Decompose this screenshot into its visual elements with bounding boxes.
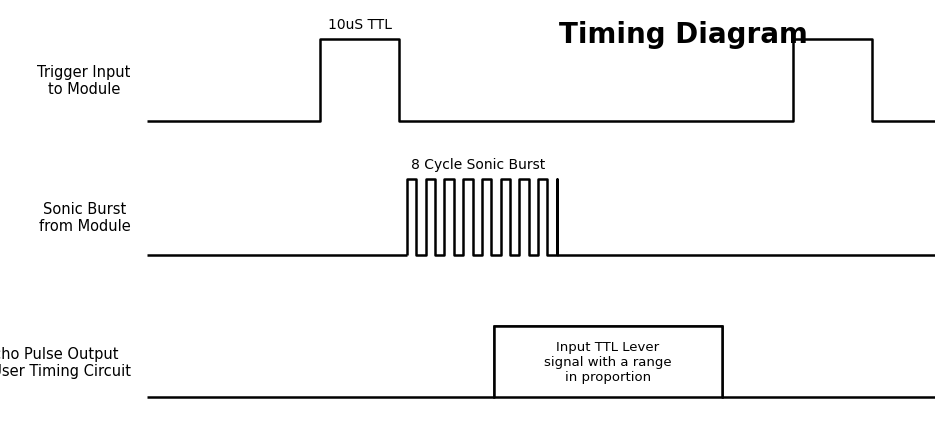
Text: Trigger Input
to Module: Trigger Input to Module <box>37 65 131 97</box>
Text: 8 Cycle Sonic Burst: 8 Cycle Sonic Burst <box>411 158 545 172</box>
Text: 10uS TTL: 10uS TTL <box>327 18 392 32</box>
Text: Sonic Burst
from Module: Sonic Burst from Module <box>39 201 131 233</box>
Text: Input TTL Lever
signal with a range
in proportion: Input TTL Lever signal with a range in p… <box>544 341 672 383</box>
Text: Echo Pulse Output
to User Timing Circuit: Echo Pulse Output to User Timing Circuit <box>0 346 131 378</box>
Text: Timing Diagram: Timing Diagram <box>559 21 808 49</box>
Bar <box>493 327 722 397</box>
